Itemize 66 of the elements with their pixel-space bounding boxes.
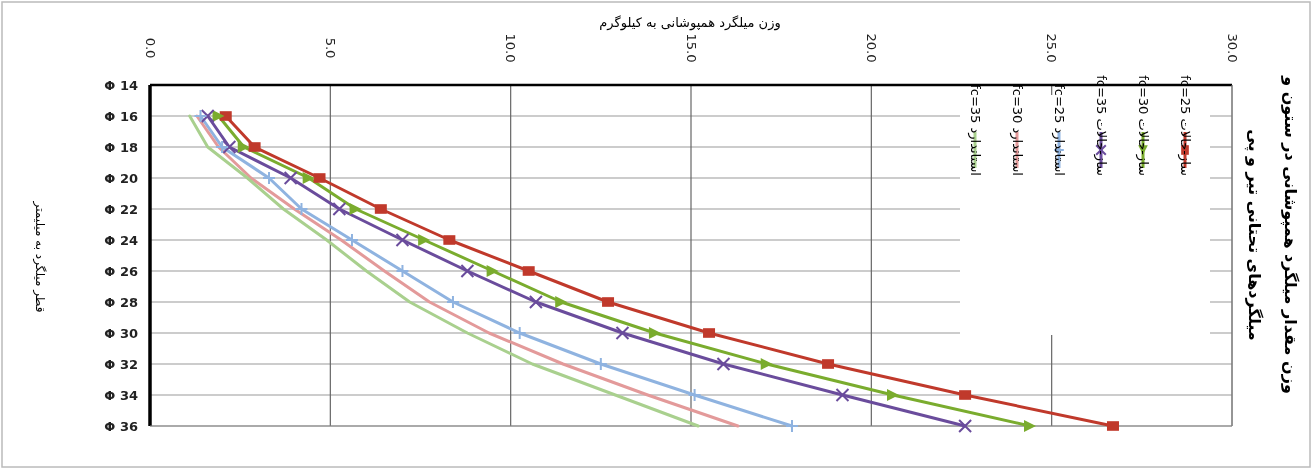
point <box>349 203 362 215</box>
y-tick-label: Φ 36 <box>104 418 138 434</box>
point <box>784 419 799 433</box>
x-tick-label: 25.0 <box>1044 33 1060 63</box>
point <box>602 297 615 307</box>
point <box>302 172 315 184</box>
y-tick-label: Φ 30 <box>104 325 138 341</box>
point <box>222 140 237 154</box>
point <box>313 173 326 183</box>
point <box>760 358 773 370</box>
point <box>212 110 225 122</box>
x-tick-label: 10.0 <box>503 33 519 63</box>
point <box>395 233 410 247</box>
point <box>1024 420 1037 432</box>
point <box>593 357 608 371</box>
x-tick-label: 15.0 <box>683 33 699 63</box>
point <box>283 171 298 185</box>
point <box>445 295 460 309</box>
point <box>687 388 702 402</box>
point <box>716 357 731 371</box>
x-tick-label: 30.0 <box>1224 33 1240 63</box>
point <box>1106 421 1119 431</box>
point <box>262 171 277 185</box>
text: وزن مقدار میلگرد همپوشانی در ستون و میلگردهای تحتانی تیر و پی <box>1243 75 1300 394</box>
point <box>443 235 456 245</box>
point <box>512 326 527 340</box>
point <box>344 233 359 247</box>
point <box>703 328 716 338</box>
x-tick-label: 0.0 <box>142 37 158 59</box>
x-tick-label: 20.0 <box>863 33 879 63</box>
y-tick-label: Φ 14 <box>104 77 138 93</box>
x-tick-label: 5.0 <box>322 37 338 59</box>
point <box>486 265 499 277</box>
y-tick-label: Φ 18 <box>104 139 138 155</box>
y-tick-label: Φ 28 <box>104 294 138 310</box>
point <box>822 359 835 369</box>
y-tick-label: Φ 34 <box>104 387 138 403</box>
point <box>374 204 387 214</box>
y-tick-label: Φ 26 <box>104 263 138 279</box>
y-axis-title: قطر میلگرد به میلیمتر <box>32 200 47 313</box>
point <box>215 140 230 154</box>
point <box>200 109 215 123</box>
point <box>835 388 850 402</box>
point <box>219 111 232 121</box>
y-tick-label: Φ 20 <box>104 170 138 186</box>
y-tick-label: Φ 16 <box>104 108 138 124</box>
point <box>615 326 630 340</box>
point <box>294 202 309 216</box>
point <box>237 141 250 153</box>
x-axis-title: وزن میلگرد همپوشانی به کیلوگرم <box>599 14 781 31</box>
y-tick-label: Φ 24 <box>104 232 138 248</box>
point <box>958 419 973 433</box>
point <box>332 202 347 216</box>
point <box>418 234 431 246</box>
point <box>555 296 568 308</box>
point <box>648 327 661 339</box>
point <box>193 109 208 123</box>
point <box>886 389 899 401</box>
y-tick-label: Φ 22 <box>104 201 138 217</box>
point <box>460 264 475 278</box>
y-tick-label: Φ 32 <box>104 356 138 372</box>
point <box>395 264 410 278</box>
point <box>522 266 535 276</box>
point <box>959 390 972 400</box>
point <box>528 295 543 309</box>
point <box>248 142 261 152</box>
